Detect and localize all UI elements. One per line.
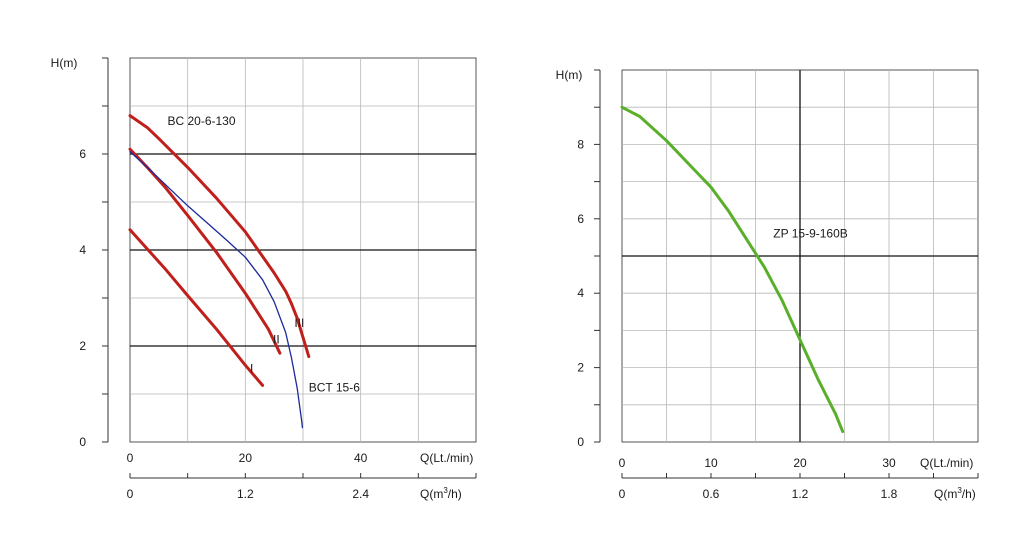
curve-label: ZP 15-9-160B [773, 226, 848, 240]
curve-label: III [294, 316, 304, 330]
curve-label: II [273, 333, 280, 347]
y-tick-label: 4 [577, 286, 584, 300]
secondary-tick-label: 1.8 [881, 487, 898, 501]
y-tick-label: 2 [79, 339, 86, 353]
x-tick-label: 40 [354, 451, 368, 465]
x-tick-label: 0 [619, 456, 626, 470]
secondary-axis-title: Q(m3/h) [420, 486, 462, 501]
secondary-tick-label: 1.2 [237, 487, 254, 501]
x-tick-label: 0 [127, 451, 134, 465]
series-line-bc-20-6-130 [128, 114, 311, 359]
x-tick-label: 20 [239, 451, 253, 465]
secondary-tick-label: 0.6 [703, 487, 720, 501]
y-tick-label: 4 [79, 243, 86, 257]
x-tick-label: 30 [882, 456, 896, 470]
series-line-bct-15-6 [129, 150, 304, 429]
curve-label: I [250, 361, 253, 375]
curve-label: BC 20-6-130 [167, 114, 235, 128]
series-line-i [128, 228, 265, 387]
y-tick-label: 6 [577, 212, 584, 226]
y-axis-title: H(m) [51, 56, 78, 70]
x-tick-label: 10 [704, 456, 718, 470]
y-tick-label: 0 [577, 435, 584, 449]
chart-panel-1: 0 2 4 6 H(m) 0 20 40 Q(Lt./min) 0 1.2 2.4 Q(m3/h) BC … [51, 56, 477, 501]
secondary-axis-title: Q(m3/h) [934, 486, 976, 501]
y-tick-label: 0 [79, 435, 86, 449]
secondary-tick-label: 2.4 [352, 487, 369, 501]
secondary-tick-label: 0 [127, 487, 134, 501]
y-axis-title: H(m) [556, 68, 583, 82]
x-axis-title: Q(Lt./min) [920, 456, 973, 470]
x-tick-label: 20 [793, 456, 807, 470]
y-tick-label: 2 [577, 361, 584, 375]
y-tick-label: 6 [79, 147, 86, 161]
secondary-tick-label: 1.2 [792, 487, 809, 501]
y-tick-label: 8 [577, 137, 584, 151]
chart-panel-2: 0 2 4 6 8 H(m) 0 10 20 30 Q(Lt./min) 0 0.6 1.2 1.8 Q(m3… [556, 68, 979, 501]
secondary-tick-label: 0 [619, 487, 626, 501]
x-axis-title: Q(Lt./min) [420, 451, 473, 465]
series-line-zp-15-9-160b [620, 105, 845, 434]
curve-label: BCT 15-6 [309, 381, 360, 395]
